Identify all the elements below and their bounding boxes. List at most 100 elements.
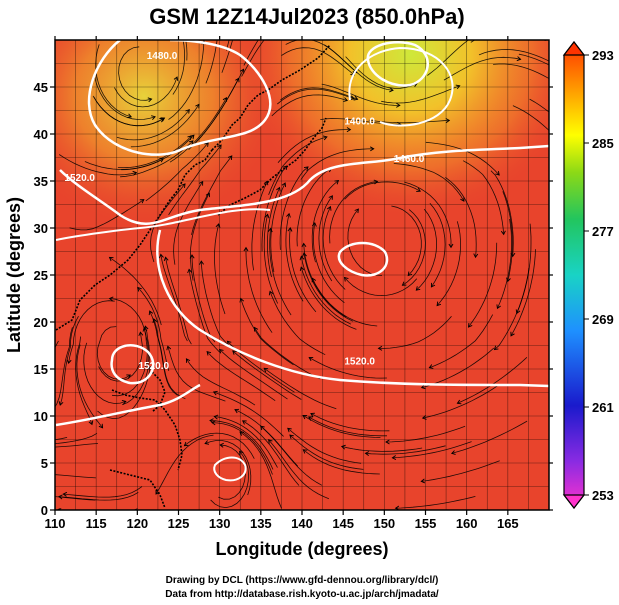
streamline [302,415,381,438]
streamline [329,181,378,244]
streamline-arrow [303,166,309,171]
streamline [168,40,205,120]
y-axis-label: Latitude (degrees) [4,197,24,353]
streamline-arrow [49,410,53,414]
streamline [451,420,528,454]
streamline-arrow [234,408,240,414]
streamline-arrow [267,227,273,233]
streamline-arrow [343,97,349,102]
streamline [145,142,209,202]
x-tick-label: 150 [373,516,395,531]
streamline [365,445,446,455]
streamline [490,170,514,257]
streamline-arrow [205,192,211,198]
streamline-arrow [15,492,19,496]
streamline [436,221,462,306]
streamline-arrow [430,282,436,288]
contour-label: 1520.0 [344,356,375,367]
streamline [68,300,115,364]
streamline [300,267,357,330]
streamline-arrow [302,252,307,257]
streamline [318,195,333,282]
streamline-arrow [407,271,413,277]
streamline-arrow [241,420,247,425]
streamline-arrow [385,439,390,445]
streamline [303,449,380,475]
streamline [385,425,466,443]
streamline [493,63,549,80]
x-tick-label: 125 [168,516,190,531]
streamline [421,460,500,482]
streamline-arrow [328,195,333,200]
streamline-arrow [226,340,232,346]
streamline [76,344,103,429]
streamline-arrow [495,171,500,176]
streamline [93,74,156,120]
streamline [478,49,549,62]
streamline-arrow [421,415,427,420]
colorbar-ticks: 293 285 277 269 261 253 [584,48,614,503]
streamline [172,40,186,95]
colorbar-tick-label: 285 [592,136,614,151]
streamline [287,427,362,464]
streamline-arrow [187,268,193,274]
streamline [296,168,332,247]
streamline-arrow [212,390,218,396]
streamline [263,214,279,304]
streamline-arrow [349,95,355,101]
x-tick-label: 160 [456,516,478,531]
streamline-arrow [420,384,426,390]
streamline [429,202,446,288]
streamline-arrow [467,322,473,328]
streamline [344,277,418,297]
streamline-arrow [219,442,224,448]
streamline-arrow [287,227,293,232]
streamline [214,416,278,468]
streamline-arrow [139,199,145,204]
streamline-arrow [204,440,210,445]
streamline-arrow [199,260,204,265]
streamline-arrow [302,414,308,420]
x-tick-label: 130 [209,516,231,531]
x-tick-label: 120 [126,516,148,531]
streamline [200,261,229,346]
streamline [529,98,549,113]
streamline-arrow [460,197,465,202]
streamline [277,129,351,163]
streamline-arrow [243,246,249,252]
streamline-arrow [121,399,127,405]
streamline-arrow [334,179,340,185]
streamline [92,95,164,127]
contour-label: 1480.0 [147,51,178,62]
streamline [120,140,194,178]
streamline [165,257,192,345]
colorbar-tick-label: 253 [592,488,614,503]
chart-title: GSM 12Z14Jul2023 (850.0hPa) [149,4,465,29]
y-axis-ticks: 0 5 10 15 20 25 30 35 40 45 [34,80,553,518]
streamline-arrow [217,144,222,150]
streamline [300,256,352,325]
streamline [510,249,536,336]
streamline-arrow [62,491,68,497]
streamline-arrow [108,296,114,302]
streamline [234,409,298,467]
x-tick-label: 155 [415,516,437,531]
streamline [186,358,256,406]
streamline [160,254,188,342]
streamline [240,298,294,366]
streamline-arrow [343,276,349,282]
colorbar-bottom-arrow [562,494,586,509]
streamline-arrow [159,118,165,123]
streamline [392,441,472,459]
streamline [289,227,317,313]
streamline [497,218,513,309]
streamline [516,223,532,314]
streamline-arrow [227,155,233,160]
contour-labels: 1520.0 1520.0 1400.0 1460.0 1480.0 1520.0 [64,51,424,372]
streamline-arrow [391,455,397,461]
streamline-arrow [448,243,454,249]
streamline [254,327,321,380]
streamline [321,83,400,106]
streamline-arrow [239,431,245,436]
